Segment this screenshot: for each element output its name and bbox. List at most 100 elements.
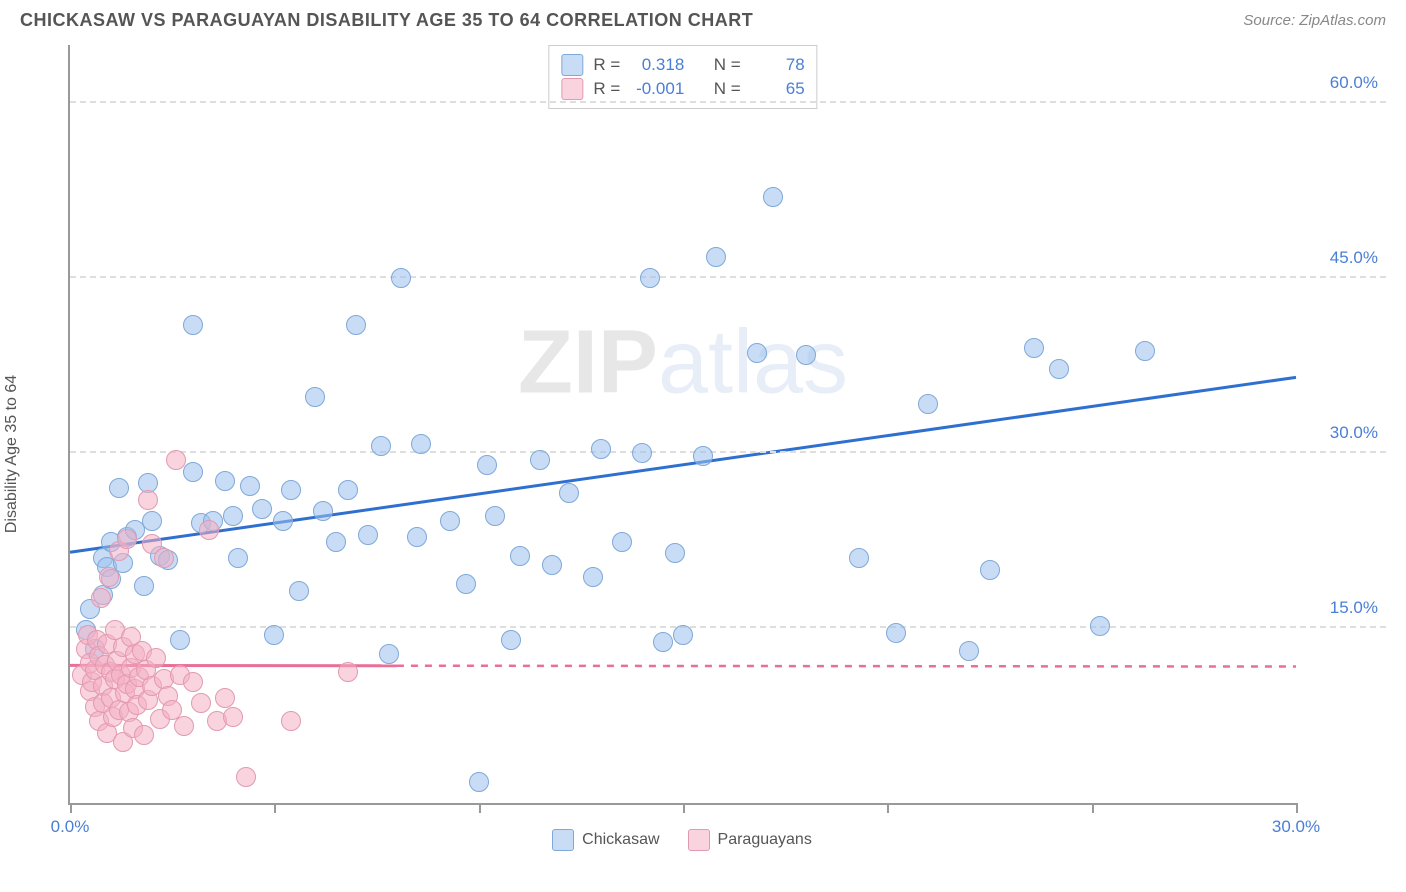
scatter-point <box>183 672 203 692</box>
scatter-point <box>109 478 129 498</box>
x-tick <box>1296 803 1298 813</box>
scatter-point <box>117 529 137 549</box>
regression-lines-layer <box>70 45 1296 803</box>
scatter-point <box>346 315 366 335</box>
scatter-point <box>559 483 579 503</box>
scatter-point <box>1049 359 1069 379</box>
scatter-point <box>706 247 726 267</box>
scatter-point <box>469 772 489 792</box>
scatter-point <box>326 532 346 552</box>
gridline-h <box>70 276 1386 278</box>
regression-line <box>70 377 1296 552</box>
scatter-point <box>796 345 816 365</box>
scatter-point <box>456 574 476 594</box>
scatter-point <box>510 546 530 566</box>
scatter-point <box>305 387 325 407</box>
chart-title: CHICKASAW VS PARAGUAYAN DISABILITY AGE 3… <box>20 10 753 31</box>
scatter-point <box>313 501 333 521</box>
scatter-point <box>91 588 111 608</box>
scatter-point <box>918 394 938 414</box>
legend-label-1: Paraguayans <box>718 831 812 849</box>
y-axis-label: Disability Age 35 to 64 <box>3 375 21 533</box>
x-tick <box>274 803 276 813</box>
x-tick <box>479 803 481 813</box>
scatter-point <box>281 711 301 731</box>
stats-r-0: 0.318 <box>630 55 684 75</box>
scatter-point <box>440 511 460 531</box>
scatter-point <box>264 625 284 645</box>
y-tick-label: 30.0% <box>1330 423 1378 443</box>
stats-box: R = 0.318 N = 78 R = -0.001 N = 65 <box>548 45 817 109</box>
stats-n-0: 78 <box>751 55 805 75</box>
regression-line-dashed <box>397 666 1296 667</box>
scatter-point <box>289 581 309 601</box>
stats-r-label: R = <box>593 55 620 75</box>
scatter-point <box>358 525 378 545</box>
scatter-point <box>273 511 293 531</box>
source-prefix: Source: <box>1243 12 1299 29</box>
scatter-point <box>632 443 652 463</box>
scatter-point <box>154 548 174 568</box>
scatter-point <box>693 446 713 466</box>
scatter-point <box>228 548 248 568</box>
scatter-point <box>215 688 235 708</box>
scatter-point <box>338 662 358 682</box>
stats-r-1: -0.001 <box>630 79 684 99</box>
scatter-point <box>665 543 685 563</box>
scatter-point <box>240 476 260 496</box>
y-tick-label: 60.0% <box>1330 73 1378 93</box>
scatter-point <box>980 560 1000 580</box>
stats-n-1: 65 <box>751 79 805 99</box>
scatter-point <box>673 625 693 645</box>
stats-n-label: N = <box>714 79 741 99</box>
scatter-point <box>191 693 211 713</box>
scatter-point <box>338 480 358 500</box>
stats-swatch-1 <box>561 78 583 100</box>
scatter-point <box>959 641 979 661</box>
stats-row-0: R = 0.318 N = 78 <box>561 54 804 76</box>
scatter-point <box>530 450 550 470</box>
x-tick <box>70 803 72 813</box>
scatter-point <box>849 548 869 568</box>
scatter-point <box>134 576 154 596</box>
gridline-h <box>70 101 1386 103</box>
source-name: ZipAtlas.com <box>1299 12 1386 29</box>
scatter-point <box>371 436 391 456</box>
legend-label-0: Chickasaw <box>582 831 659 849</box>
scatter-point <box>223 506 243 526</box>
scatter-point <box>640 268 660 288</box>
scatter-point <box>281 480 301 500</box>
y-tick-label: 45.0% <box>1330 248 1378 268</box>
scatter-point <box>236 767 256 787</box>
scatter-point <box>1135 341 1155 361</box>
scatter-point <box>612 532 632 552</box>
scatter-point <box>199 520 219 540</box>
x-tick <box>683 803 685 813</box>
scatter-point <box>174 716 194 736</box>
scatter-point <box>223 707 243 727</box>
scatter-point <box>215 471 235 491</box>
y-tick-label: 15.0% <box>1330 598 1378 618</box>
stats-swatch-0 <box>561 54 583 76</box>
stats-n-label: N = <box>714 55 741 75</box>
scatter-point <box>1024 338 1044 358</box>
scatter-point <box>501 630 521 650</box>
scatter-point <box>485 506 505 526</box>
legend-item-0: Chickasaw <box>552 829 659 851</box>
scatter-point <box>542 555 562 575</box>
scatter-point <box>146 648 166 668</box>
scatter-point <box>391 268 411 288</box>
scatter-point <box>477 455 497 475</box>
scatter-point <box>99 567 119 587</box>
gridline-h <box>70 451 1386 453</box>
scatter-point <box>170 630 190 650</box>
scatter-point <box>583 567 603 587</box>
legend-item-1: Paraguayans <box>688 829 812 851</box>
scatter-point <box>252 499 272 519</box>
scatter-point <box>763 187 783 207</box>
scatter-point <box>591 439 611 459</box>
legend-swatch-1 <box>688 829 710 851</box>
scatter-point <box>183 462 203 482</box>
stats-r-label: R = <box>593 79 620 99</box>
scatter-point <box>138 490 158 510</box>
